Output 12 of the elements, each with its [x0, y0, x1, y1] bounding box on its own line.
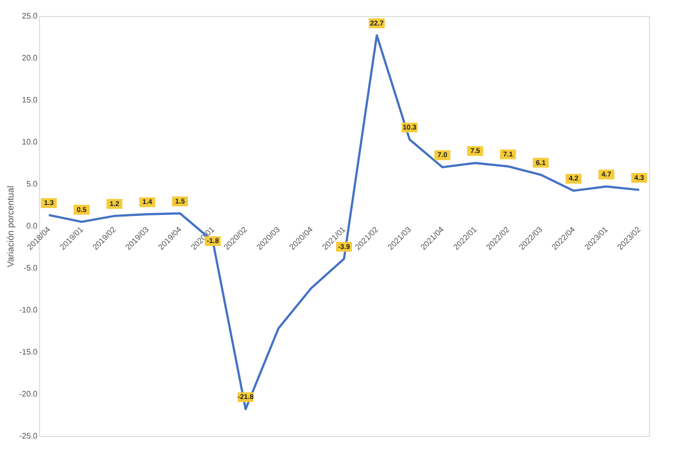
y-tick-label: -15.0: [19, 348, 38, 356]
y-tick-label: 10.0: [22, 138, 38, 146]
y-tick-label: -10.0: [19, 306, 38, 314]
y-tick-label: -5.0: [24, 264, 38, 272]
y-tick-label: -20.0: [19, 390, 38, 398]
y-tick-label: 25.0: [22, 12, 38, 20]
y-tick-label: 15.0: [22, 96, 38, 104]
y-tick-label: 5.0: [26, 180, 38, 188]
y-tick-label: 0.0: [26, 222, 38, 230]
y-tick-label: -25.0: [19, 432, 38, 440]
y-axis-title: Variación porcentual: [5, 186, 16, 268]
y-tick-label: 20.0: [22, 54, 38, 62]
